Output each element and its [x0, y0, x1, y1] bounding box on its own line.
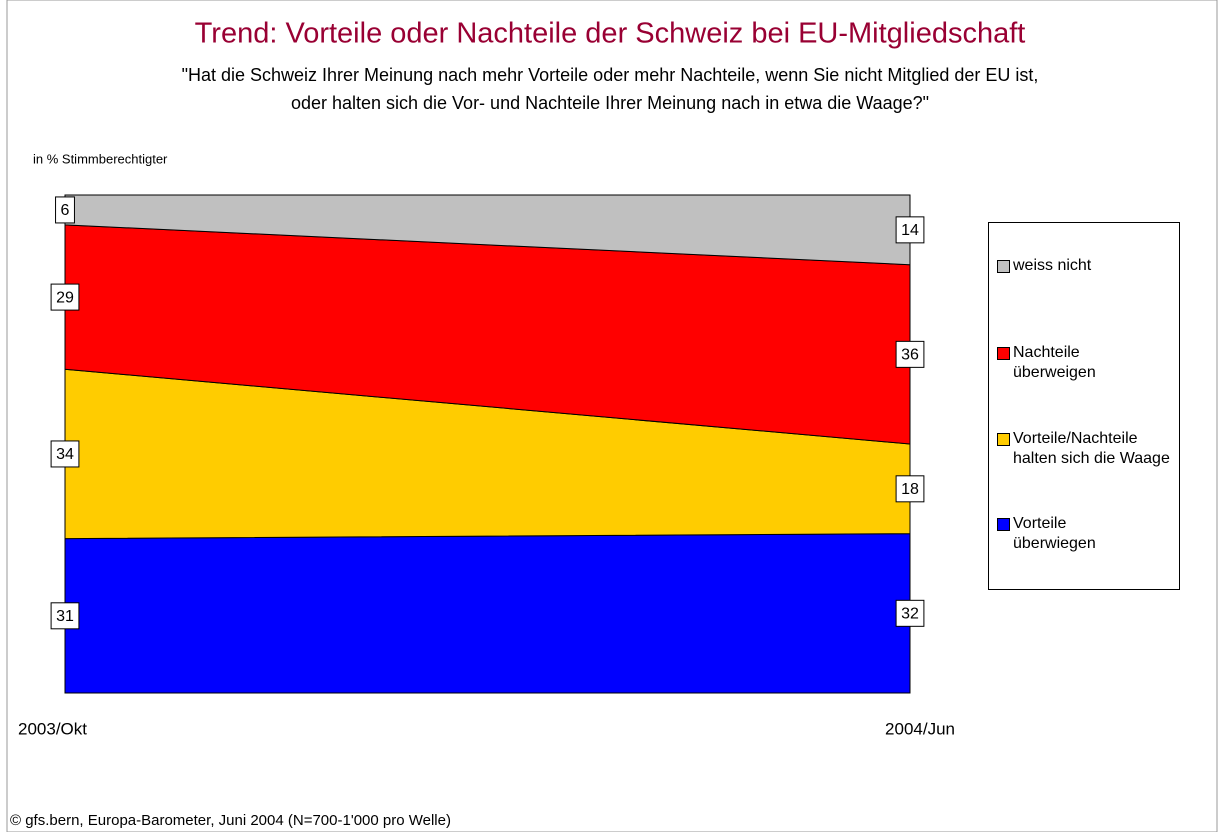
axis-label: in % Stimmberechtigter	[33, 151, 168, 166]
data-label: 36	[895, 340, 925, 368]
data-label: 34	[50, 440, 80, 468]
chart-title: Trend: Vorteile oder Nachteile der Schwe…	[195, 18, 1026, 50]
legend-item: Nachteile überweigen	[997, 343, 1177, 383]
data-label-box	[50, 602, 80, 630]
legend-label: weiss nicht	[1013, 257, 1092, 274]
subtitle: oder halten sich die Vor- und Nachteile …	[291, 93, 929, 113]
data-label-text: 14	[901, 222, 919, 239]
data-label: 29	[50, 283, 80, 311]
data-label-text: 31	[56, 608, 74, 625]
data-label-text: 36	[901, 347, 919, 364]
data-label: 18	[895, 475, 925, 503]
data-label-box	[895, 599, 925, 627]
legend-item: Vorteile überwiegen	[997, 514, 1177, 554]
data-label: 6	[55, 196, 75, 224]
data-label-text: 18	[901, 481, 919, 498]
data-label: 31	[50, 602, 80, 630]
x-tick-label: 2004/Jun	[885, 719, 955, 738]
legend-item: weiss nicht	[997, 256, 1177, 276]
data-label-text: 29	[56, 289, 74, 306]
source: © gfs.bern, Europa-Barometer, Juni 2004 …	[10, 812, 451, 829]
legend-swatch	[997, 518, 1010, 531]
legend-swatch	[997, 260, 1010, 273]
subtitle: "Hat die Schweiz Ihrer Meinung nach mehr…	[182, 65, 1039, 85]
data-label: 14	[895, 216, 925, 244]
frame	[6, 0, 1218, 832]
legend: weiss nicht Nachteile überweigen Vorteile/…	[988, 222, 1180, 590]
data-label: 32	[895, 599, 925, 627]
data-label-box	[895, 216, 925, 244]
legend-label: Vorteile überwiegen	[1013, 515, 1096, 552]
data-label-box	[50, 440, 80, 468]
data-label-box	[895, 340, 925, 368]
area	[64, 533, 911, 694]
legend-swatch	[997, 433, 1010, 446]
legend-label: Nachteile überweigen	[1013, 344, 1096, 381]
data-label-text: 32	[901, 606, 919, 623]
data-label-text: 34	[56, 446, 74, 463]
data-label-box	[895, 475, 925, 503]
legend-swatch	[997, 347, 1010, 360]
data-label-box	[50, 283, 80, 311]
data-label-text: 6	[61, 202, 70, 219]
legend-label: Vorteile/Nachteile halten sich die Waage	[1013, 430, 1170, 467]
x-tick-label: 2003/Okt	[18, 719, 87, 738]
data-label-box	[55, 196, 75, 224]
legend-item: Vorteile/Nachteile halten sich die Waage	[997, 429, 1177, 469]
